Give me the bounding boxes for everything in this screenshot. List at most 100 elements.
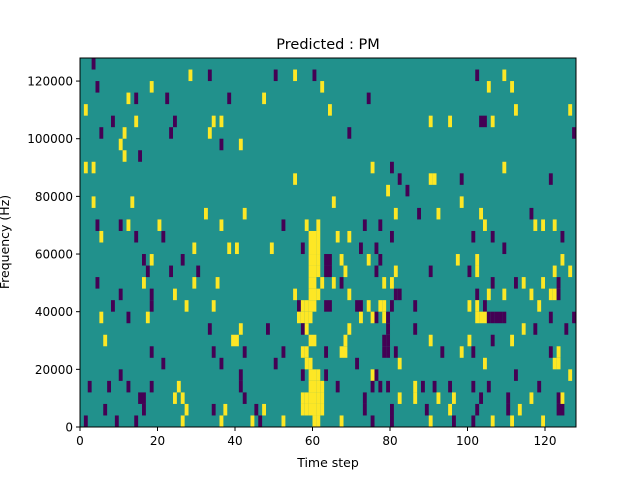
heatmap-cell [343,334,348,347]
heatmap-cell [386,346,391,358]
heatmap-cell [479,311,484,324]
heatmap-cell [374,242,379,255]
heatmap-cell [556,392,561,404]
heatmap-cell [390,161,394,174]
heatmap-cell [347,323,352,335]
chart-title: Predicted : PM [276,37,379,53]
heatmap-cell [126,380,131,393]
heatmap-cell [312,265,317,278]
heatmap-cell [269,242,274,255]
heatmap-cell [149,346,154,358]
heatmap-cell [308,369,313,381]
heatmap-cell [548,346,553,358]
heatmap-cell [343,265,348,278]
heatmap-cell [502,69,507,82]
heatmap-cell [378,300,383,312]
heatmap-cell [169,127,174,139]
x-tick-label: 80 [382,434,397,448]
heatmap-cell [359,242,363,255]
heatmap-cell [316,380,321,393]
heatmap-cell [417,207,422,220]
heatmap-cell [572,127,577,139]
heatmap-cell [471,380,476,393]
heatmap-cell [312,277,317,289]
heatmap-cell [134,115,139,128]
heatmap-cell [490,230,495,243]
heatmap-cell [448,403,453,416]
heatmap-cell [568,369,573,381]
x-tick-label: 20 [150,434,165,448]
heatmap-cell [130,196,135,208]
heatmap-cell [382,300,387,312]
heatmap-cell [382,277,387,289]
heatmap-cell [103,334,108,347]
heatmap-cell [455,254,460,266]
heatmap-cell [316,219,321,231]
heatmap-cell [328,265,332,278]
heatmap-cell [552,357,557,370]
heatmap-cell [479,115,484,128]
heatmap-cell [308,334,313,347]
heatmap-cell [262,92,267,105]
heatmap-cell [486,311,491,324]
heatmap-cell [502,242,507,255]
x-axis: 0 20 40 60 80 100 120 [76,427,556,448]
heatmap-cell [281,346,286,358]
heatmap-cell [413,323,418,335]
heatmap-cell [297,311,301,324]
heatmap-cell [390,403,394,416]
heatmap-cell [390,300,394,312]
heatmap-cell [502,161,507,174]
heatmap-cell [479,207,484,220]
heatmap-cell [393,207,398,220]
heatmap-cell [126,92,131,105]
heatmap-cell [312,380,317,393]
heatmap-cell [308,392,313,404]
heatmap-cell [223,403,228,416]
heatmap-cell [142,277,146,289]
heatmap-cell [355,357,360,370]
heatmap-cell [436,392,441,404]
heatmap-cell [521,323,526,335]
heatmap-cell [118,288,123,301]
heatmap-cell [320,81,325,93]
heatmap-cell [142,403,146,416]
heatmap-cell [483,311,487,324]
heatmap-cell [157,219,162,231]
heatmap-cell [467,334,472,347]
heatmap-cell [308,403,313,416]
heatmap-cell [541,415,546,427]
heatmap-cell [316,403,321,416]
heatmap-cell [459,196,464,208]
x-axis-label: Time step [296,455,359,470]
heatmap-cell [273,357,278,370]
heatmap-cell [304,403,309,416]
heatmap-cell [281,415,286,427]
heatmap-cell [293,173,298,185]
heatmap-cell [173,392,177,404]
heatmap-cell [211,346,216,358]
heatmap-cell [173,115,177,128]
heatmap-cell [339,254,344,266]
heatmap-cell [300,242,305,255]
heatmap-cell [386,184,391,197]
heatmap-cell [300,403,305,416]
heatmap-cell [347,288,352,301]
heatmap-cell [242,207,247,220]
heatmap-cell [180,254,185,266]
heatmap-cell [328,300,332,312]
heatmap-cell [498,311,503,324]
heatmap-cell [293,69,298,82]
heatmap-cell [331,277,336,289]
heatmap-cell [180,392,185,404]
heatmap-cell [281,219,286,231]
heatmap-cell [273,69,278,82]
heatmap-cell [83,415,88,427]
heatmap-cell [529,288,534,301]
heatmap-cell [219,219,224,231]
heatmap-cell [572,311,577,324]
heatmap-cell [378,254,383,266]
heatmap-cell [552,288,557,301]
heatmap-cell [308,300,313,312]
